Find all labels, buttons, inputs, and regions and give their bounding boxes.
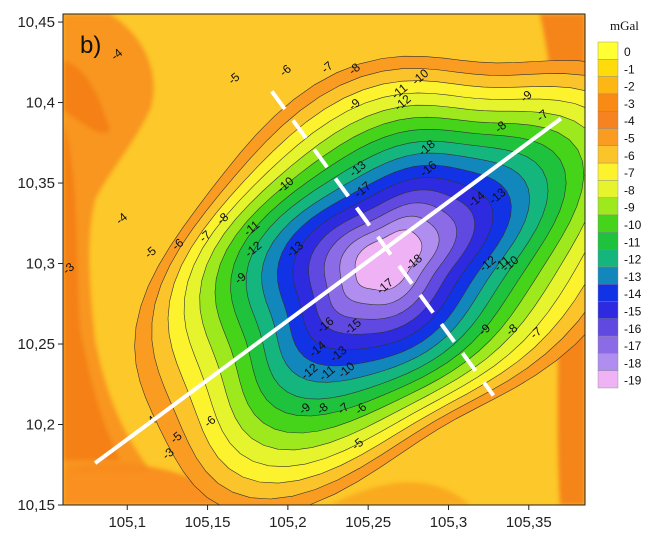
colorbar-swatch [597, 59, 619, 77]
colorbar-label: -1 [624, 62, 635, 76]
panel-label: b) [80, 32, 101, 59]
profile-lines [93, 90, 563, 465]
y-tick-label: 10,4 [26, 95, 55, 112]
regional-band [63, 120, 120, 460]
contour-lines [134, 55, 585, 505]
contour-line [308, 189, 476, 335]
colorbar-swatch [597, 197, 619, 216]
contour-line [183, 92, 585, 468]
colorbar-label: -17 [624, 339, 642, 353]
colorbar-label: -15 [624, 305, 642, 319]
colorbar-swatch [597, 249, 619, 268]
colorbar-label: 0 [624, 45, 631, 59]
colorbar-label: -10 [624, 218, 642, 232]
colorbar-swatch [597, 93, 619, 112]
colorbar-label: -3 [624, 97, 635, 111]
colorbar-swatch [597, 370, 619, 389]
regional-band [63, 14, 154, 470]
plot-frame [62, 13, 586, 506]
contour-line [134, 55, 585, 505]
regional-band [63, 60, 110, 133]
colorbar-label: -12 [624, 253, 642, 267]
colorbar-swatch [597, 110, 619, 129]
y-tick-label: 10,45 [17, 14, 55, 31]
x-tick-label: 105,1 [108, 514, 146, 531]
colorbar-label: -4 [624, 114, 635, 128]
contour-line [167, 80, 585, 484]
colorbar-swatch [597, 162, 619, 181]
colorbar-swatch [597, 180, 619, 198]
colorbar-legend: mGal 0 -1 -2 -3 -4 -5 -6 -7 -8 -9 -10 -11 -12 -13 -14 -… [597, 18, 642, 389]
x-tick-label: 105,35 [506, 514, 552, 531]
contour-line [230, 128, 567, 417]
contour-line [261, 152, 531, 383]
regional-band [330, 482, 470, 505]
profile-line-solid [93, 117, 563, 465]
colorbar-label: -5 [624, 132, 635, 146]
contour-line [276, 164, 512, 367]
contour-line [339, 215, 440, 306]
x-tick-label: 105,2 [269, 514, 307, 531]
colorbar-label: -14 [624, 287, 642, 301]
colorbar-label: -13 [624, 270, 642, 284]
colorbar-swatch [597, 266, 619, 285]
colorbar-label: -6 [624, 149, 635, 163]
colorbar-swatch [597, 232, 619, 250]
contour-line [354, 229, 423, 291]
colorbar-label: -2 [624, 80, 635, 94]
colorbar-swatch [597, 41, 619, 60]
y-axis: 10,45 10,4 10,35 10,3 10,25 10,2 10,15 [17, 14, 63, 514]
colorbar-swatch [597, 214, 619, 233]
colorbar-label: -8 [624, 183, 635, 197]
y-tick-label: 10,2 [26, 417, 55, 434]
contour-line [292, 176, 494, 351]
x-axis: 105,1 105,15 105,2 105,25 105,3 105,35 [108, 505, 552, 531]
contour-line [199, 104, 585, 451]
profile-line-dashed [270, 90, 496, 397]
colorbar-label: -18 [624, 356, 642, 370]
x-tick-label: 105,25 [345, 514, 391, 531]
colorbar-swatch [597, 145, 619, 164]
colorbar-label: -19 [624, 374, 642, 388]
y-tick-label: 10,25 [17, 336, 55, 353]
colorbar-label: -7 [624, 166, 635, 180]
colorbar-label: -11 [624, 235, 641, 249]
contour-line [245, 140, 549, 400]
colorbar-swatch [597, 353, 619, 371]
colorbar-swatch [597, 301, 619, 319]
colorbar-swatch [597, 76, 619, 95]
contour-plot-area: -4-5 -6 -7 -8-9-10-11-12-13-18-16-17-10-8-7… [63, 14, 585, 505]
colorbar-label: -16 [624, 322, 642, 336]
contour-line [214, 116, 585, 434]
colorbar-swatch [597, 318, 619, 337]
contour-line [151, 68, 585, 500]
y-tick-label: 10,35 [17, 175, 55, 192]
contour-line [323, 202, 458, 320]
y-tick-label: 10,3 [26, 256, 55, 273]
colorbar-unit: mGal [610, 18, 639, 33]
colorbar-swatch [597, 284, 619, 302]
x-tick-label: 105,3 [430, 514, 468, 531]
colorbar-label: -9 [624, 201, 635, 215]
x-tick-label: 105,15 [185, 514, 231, 531]
colorbar-swatch [597, 335, 619, 354]
colorbar-swatch [597, 128, 619, 146]
y-tick-label: 10,15 [17, 497, 55, 514]
